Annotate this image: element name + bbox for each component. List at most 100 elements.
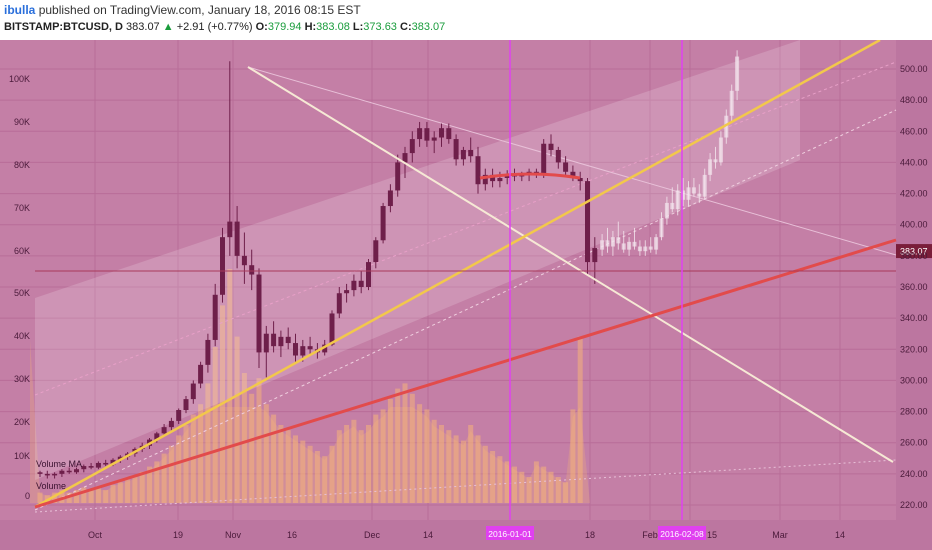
candle-body xyxy=(307,346,313,350)
volume-bar xyxy=(168,445,174,503)
channel-midline xyxy=(34,61,897,396)
volume-bar xyxy=(117,482,123,503)
date-markers xyxy=(509,40,683,520)
candle-body xyxy=(234,221,240,256)
volume-bar xyxy=(358,430,364,503)
volume-bar xyxy=(307,445,313,503)
candle-body xyxy=(183,399,189,411)
candle-body xyxy=(439,128,444,138)
projection-body xyxy=(681,190,686,200)
candle-body xyxy=(424,128,430,141)
candle-body xyxy=(95,462,101,468)
projection-body xyxy=(713,159,718,163)
candle-body xyxy=(577,178,583,182)
candle-body xyxy=(490,174,496,182)
date-marker-label: 2016-01-01 xyxy=(488,529,532,539)
volume-bar xyxy=(81,487,87,503)
candle-body xyxy=(497,178,503,182)
projection-body xyxy=(729,90,734,116)
candle-body xyxy=(555,149,561,163)
price-tick-label: 380.00 xyxy=(900,251,928,261)
publish-line: ibulla published on TradingView.com, Jan… xyxy=(4,3,361,17)
date-marker-badge xyxy=(486,526,534,540)
volume-bar xyxy=(344,425,350,503)
candle-body xyxy=(373,240,379,263)
volume-bar xyxy=(139,471,145,503)
candle-body xyxy=(220,237,225,295)
candle-body xyxy=(453,139,459,160)
price-tick-label: 240.00 xyxy=(900,469,928,479)
volume-bar xyxy=(314,451,320,503)
volume-bar xyxy=(446,430,452,503)
candle-body xyxy=(52,473,58,476)
volume-bar xyxy=(577,336,583,503)
candle-body xyxy=(358,280,364,287)
low-label: L: xyxy=(352,21,364,33)
volume-bar xyxy=(263,404,269,503)
volume-bar xyxy=(88,490,94,503)
volume-ma-area xyxy=(30,340,590,503)
volume-bar xyxy=(300,440,306,503)
candle-body xyxy=(468,149,474,157)
candle-body xyxy=(592,248,598,263)
volume-bar xyxy=(59,490,65,503)
projection-body xyxy=(697,193,702,197)
volume-bar xyxy=(351,419,357,503)
candle-body xyxy=(380,206,386,241)
candle-body xyxy=(271,333,277,347)
candle-body xyxy=(482,174,488,185)
open-value: 379.94 xyxy=(267,21,302,33)
price-tick-label: 340.00 xyxy=(900,313,928,323)
projection-body xyxy=(718,137,723,163)
volume-tick-label: 60K xyxy=(14,246,30,256)
author-name[interactable]: ibulla xyxy=(4,3,36,17)
time-tick-label: Dec xyxy=(364,530,381,540)
projection-body xyxy=(643,246,648,252)
candle-body xyxy=(548,143,554,150)
volume-tick-label: 70K xyxy=(14,203,30,213)
candle-body xyxy=(44,473,50,476)
candle-body xyxy=(460,149,466,160)
projection-body xyxy=(735,56,740,91)
volume-bar xyxy=(468,425,474,503)
volume-bar xyxy=(475,435,481,503)
candle-body xyxy=(446,128,452,140)
volume-bar xyxy=(154,461,160,503)
candle-body xyxy=(117,456,123,460)
price-chart[interactable]: 500.00 480.00 460.00 440.00 420.00 400.00 383.… xyxy=(0,40,932,550)
candle-body xyxy=(81,466,87,470)
volume-bar xyxy=(241,373,247,503)
price-tick-label: 260.00 xyxy=(900,438,928,448)
volume-bar xyxy=(380,409,386,503)
time-tick-label: Mar xyxy=(772,530,788,540)
candle-body xyxy=(176,410,182,421)
candle-body xyxy=(256,274,262,353)
time-tick-label: Nov xyxy=(225,530,242,540)
candle-body xyxy=(387,190,393,207)
price-channel xyxy=(35,40,800,480)
candle-body xyxy=(88,466,94,468)
volume-bar xyxy=(519,471,525,503)
price-tick-label: 500.00 xyxy=(900,64,928,74)
projection-body xyxy=(610,237,615,247)
projection-body xyxy=(654,237,659,250)
close-value: 383.07 xyxy=(411,21,446,33)
candle-body xyxy=(402,153,408,163)
volume-bar xyxy=(504,461,510,503)
price-tick-label: 480.00 xyxy=(900,95,928,105)
volume-bar xyxy=(227,269,233,503)
uptrend-line xyxy=(34,40,881,509)
candle-body xyxy=(417,128,423,140)
volume-bar xyxy=(512,466,517,503)
candle-body xyxy=(366,262,371,287)
time-tick-label: 14 xyxy=(835,530,845,540)
projection-body xyxy=(686,187,691,200)
time-axis-background xyxy=(0,520,932,550)
projection-body xyxy=(600,240,605,250)
close-label: C: xyxy=(400,21,412,33)
volume-bar xyxy=(249,393,255,503)
volume-bar xyxy=(570,409,576,503)
volume-bar xyxy=(110,484,116,503)
candle-body xyxy=(285,336,291,344)
price-tick-label: 440.00 xyxy=(900,157,928,167)
